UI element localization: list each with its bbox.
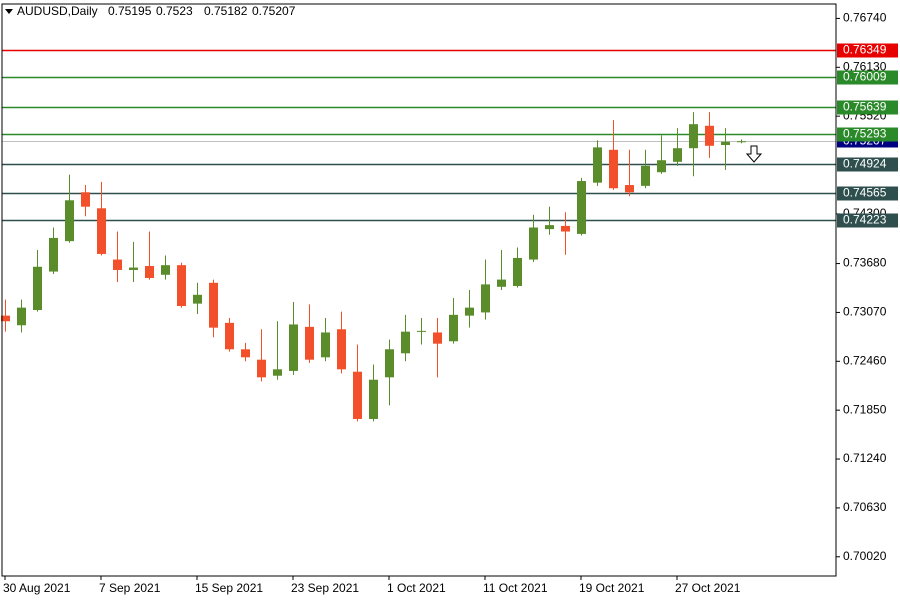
- x-tick-label: 1 Oct 2021: [387, 581, 446, 595]
- x-tick-label: 11 Oct 2021: [483, 581, 548, 595]
- candle-body: [225, 322, 234, 350]
- x-tick-label: 23 Sep 2021: [291, 581, 359, 595]
- candle-body: [161, 265, 170, 275]
- candle-body: [625, 185, 634, 193]
- levels-layer: [2, 49, 836, 222]
- candle-body: [65, 200, 74, 242]
- y-tick-label: 0.72460: [843, 353, 887, 367]
- candle-body: [145, 265, 154, 278]
- candle-body: [81, 192, 90, 207]
- candle-body: [433, 332, 442, 344]
- candle-body: [657, 160, 666, 173]
- candle-body: [481, 284, 490, 313]
- candle-body: [177, 265, 186, 307]
- candle-body: [273, 369, 282, 376]
- level-label: 0.76009: [843, 70, 887, 84]
- candle-body: [417, 330, 426, 332]
- candle-body: [705, 125, 714, 146]
- level-label-box: [837, 127, 898, 142]
- candle-body: [257, 359, 266, 378]
- candle-body: [17, 307, 26, 326]
- menu-triangle: [5, 9, 13, 14]
- candle-body: [513, 257, 522, 286]
- candle-body: [689, 124, 698, 149]
- ohlc-low: 0.75182: [204, 4, 248, 18]
- candle-body: [241, 349, 250, 358]
- y-tick-label: 0.76740: [843, 11, 887, 25]
- candle-body: [97, 208, 106, 254]
- plot-frame: [1, 3, 837, 577]
- candle-body: [465, 307, 474, 316]
- x-tick-label: 30 Aug 2021: [3, 581, 71, 595]
- candle-body: [385, 349, 394, 378]
- candle-body: [113, 259, 122, 270]
- candle-body: [369, 379, 378, 419]
- down-arrow: [745, 145, 763, 163]
- level-label: 0.74565: [843, 186, 887, 200]
- candle-body: [673, 148, 682, 162]
- candle-body: [609, 149, 618, 189]
- y-tick-label: 0.71240: [843, 451, 887, 465]
- candle-body: [193, 294, 202, 304]
- level-label: 0.75293: [843, 127, 887, 141]
- candle-body: [545, 225, 554, 230]
- candle-body: [305, 326, 314, 360]
- level-label-box: [837, 43, 898, 58]
- level-label: 0.74223: [843, 213, 887, 227]
- candle-body: [641, 165, 650, 186]
- y-tick-label: 0.70630: [843, 500, 887, 514]
- candle-body: [561, 225, 570, 232]
- y-tick-label: 0.70020: [843, 549, 887, 563]
- candle-body: [737, 141, 746, 143]
- level-label-box: [837, 186, 898, 201]
- ohlc-close: 0.75207: [252, 4, 296, 18]
- candle-body: [33, 266, 42, 311]
- ohlc-high: 0.7523: [156, 4, 193, 18]
- level-label-box: [837, 157, 898, 172]
- level-label-box: [837, 213, 898, 228]
- candle-body: [449, 314, 458, 342]
- level-label-box: [837, 70, 898, 85]
- x-tick-label: 7 Sep 2021: [99, 581, 161, 595]
- candle-body: [497, 279, 506, 287]
- y-tick-label: 0.73680: [843, 256, 887, 270]
- level-label: 0.74924: [843, 157, 887, 171]
- level-label-box: [837, 100, 898, 115]
- candle-body: [321, 332, 330, 358]
- candle-body: [289, 324, 298, 371]
- candle-body: [129, 267, 138, 270]
- candle-body: [337, 329, 346, 370]
- y-tick-label: 0.76130: [843, 59, 887, 73]
- y-tick-label: 0.71850: [843, 402, 887, 416]
- candle-body: [209, 282, 218, 328]
- candle-body: [721, 141, 730, 145]
- x-tick-label: 27 Oct 2021: [675, 581, 741, 595]
- ohlc-open: 0.75195: [108, 4, 152, 18]
- x-tick-label: 15 Sep 2021: [195, 581, 263, 595]
- candles-layer: [1, 112, 746, 422]
- candle-body: [1, 315, 10, 322]
- candle-body: [401, 331, 410, 354]
- level-label: 0.75639: [843, 100, 887, 114]
- candle-body: [49, 237, 58, 272]
- candle-body: [353, 371, 362, 419]
- chart-title: AUDUSD,Daily: [17, 4, 98, 18]
- candle-body: [529, 227, 538, 260]
- candle-body: [577, 181, 586, 234]
- x-tick-label: 19 Oct 2021: [579, 581, 645, 595]
- level-label: 0.76349: [843, 43, 887, 57]
- y-tick-label: 0.73070: [843, 305, 887, 319]
- candle-body: [593, 147, 602, 183]
